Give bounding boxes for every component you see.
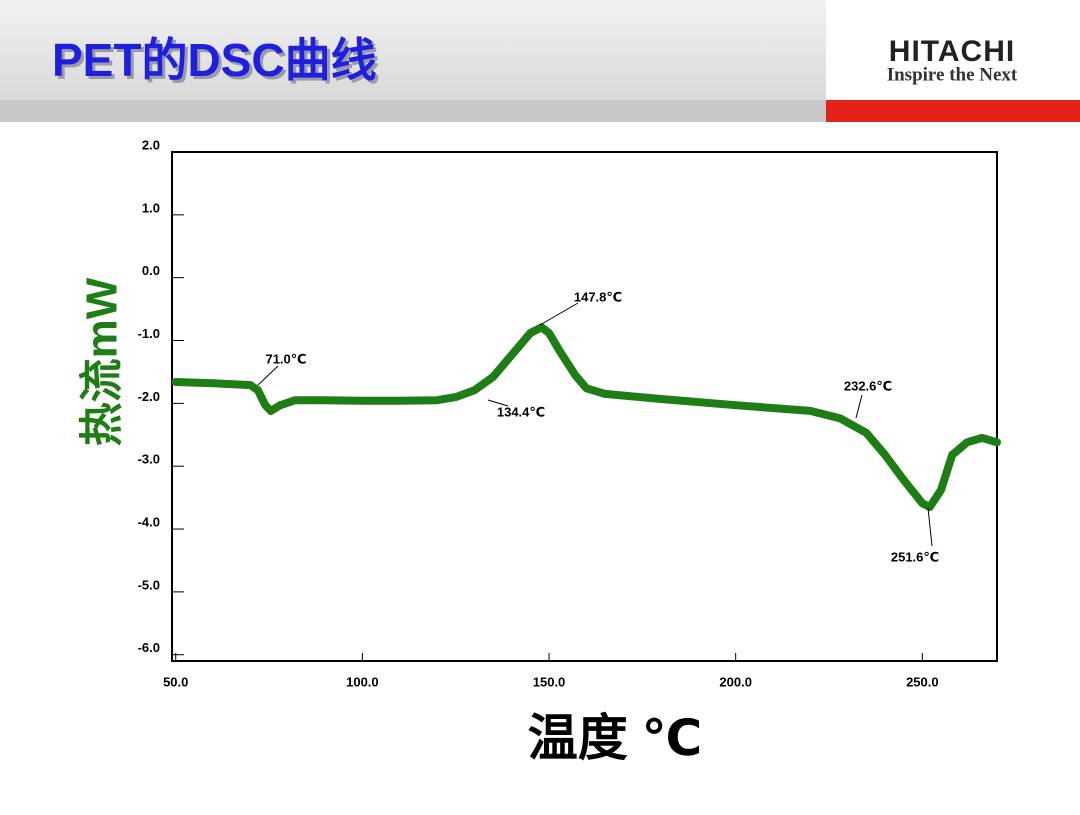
x-tick-label: 100.0 bbox=[346, 674, 379, 689]
leader-line bbox=[927, 507, 933, 547]
logo-tagline: Inspire the Next bbox=[887, 64, 1018, 85]
y-tick-label: 1.0 bbox=[142, 200, 160, 215]
plot-frame bbox=[171, 151, 998, 662]
y-tick-label: 0.0 bbox=[142, 263, 160, 278]
y-axis-title: 热流mW bbox=[78, 277, 127, 446]
logo-bar bbox=[826, 100, 1080, 122]
x-tick-label: 150.0 bbox=[533, 674, 566, 689]
logo: HITACHI bbox=[889, 35, 1015, 68]
y-tick-label: -6.0 bbox=[138, 640, 160, 655]
dsc-curve bbox=[171, 323, 1001, 511]
x-axis-title: 温度 ℃ bbox=[528, 710, 702, 766]
chart-title: PET的DSC曲线 bbox=[52, 34, 377, 86]
annotation: 232.6℃ bbox=[844, 378, 892, 393]
title-shadow: PET的DSC曲线 bbox=[55, 37, 380, 89]
leader-line bbox=[539, 302, 579, 326]
leader-line bbox=[487, 399, 509, 407]
x-tick-label: 50.0 bbox=[163, 674, 188, 689]
annotation: 251.6℃ bbox=[891, 549, 939, 564]
annotation: 71.0℃ bbox=[265, 351, 306, 366]
x-tick-label: 200.0 bbox=[719, 674, 752, 689]
y-tick-label: -5.0 bbox=[138, 577, 160, 592]
header-bar bbox=[0, 100, 826, 122]
annotation: 147.8℃ bbox=[574, 289, 622, 304]
leader-line bbox=[855, 394, 863, 419]
y-tick-label: -4.0 bbox=[138, 514, 160, 529]
x-tick-label: 250.0 bbox=[906, 674, 939, 689]
leader-line bbox=[257, 365, 279, 386]
header-band bbox=[0, 0, 826, 100]
y-tick-label: -2.0 bbox=[138, 389, 160, 404]
y-tick-label: 2.0 bbox=[142, 137, 160, 152]
y-tick-label: -1.0 bbox=[138, 326, 160, 341]
annotation: 134.4℃ bbox=[497, 404, 545, 419]
y-tick-label: -3.0 bbox=[138, 452, 160, 467]
